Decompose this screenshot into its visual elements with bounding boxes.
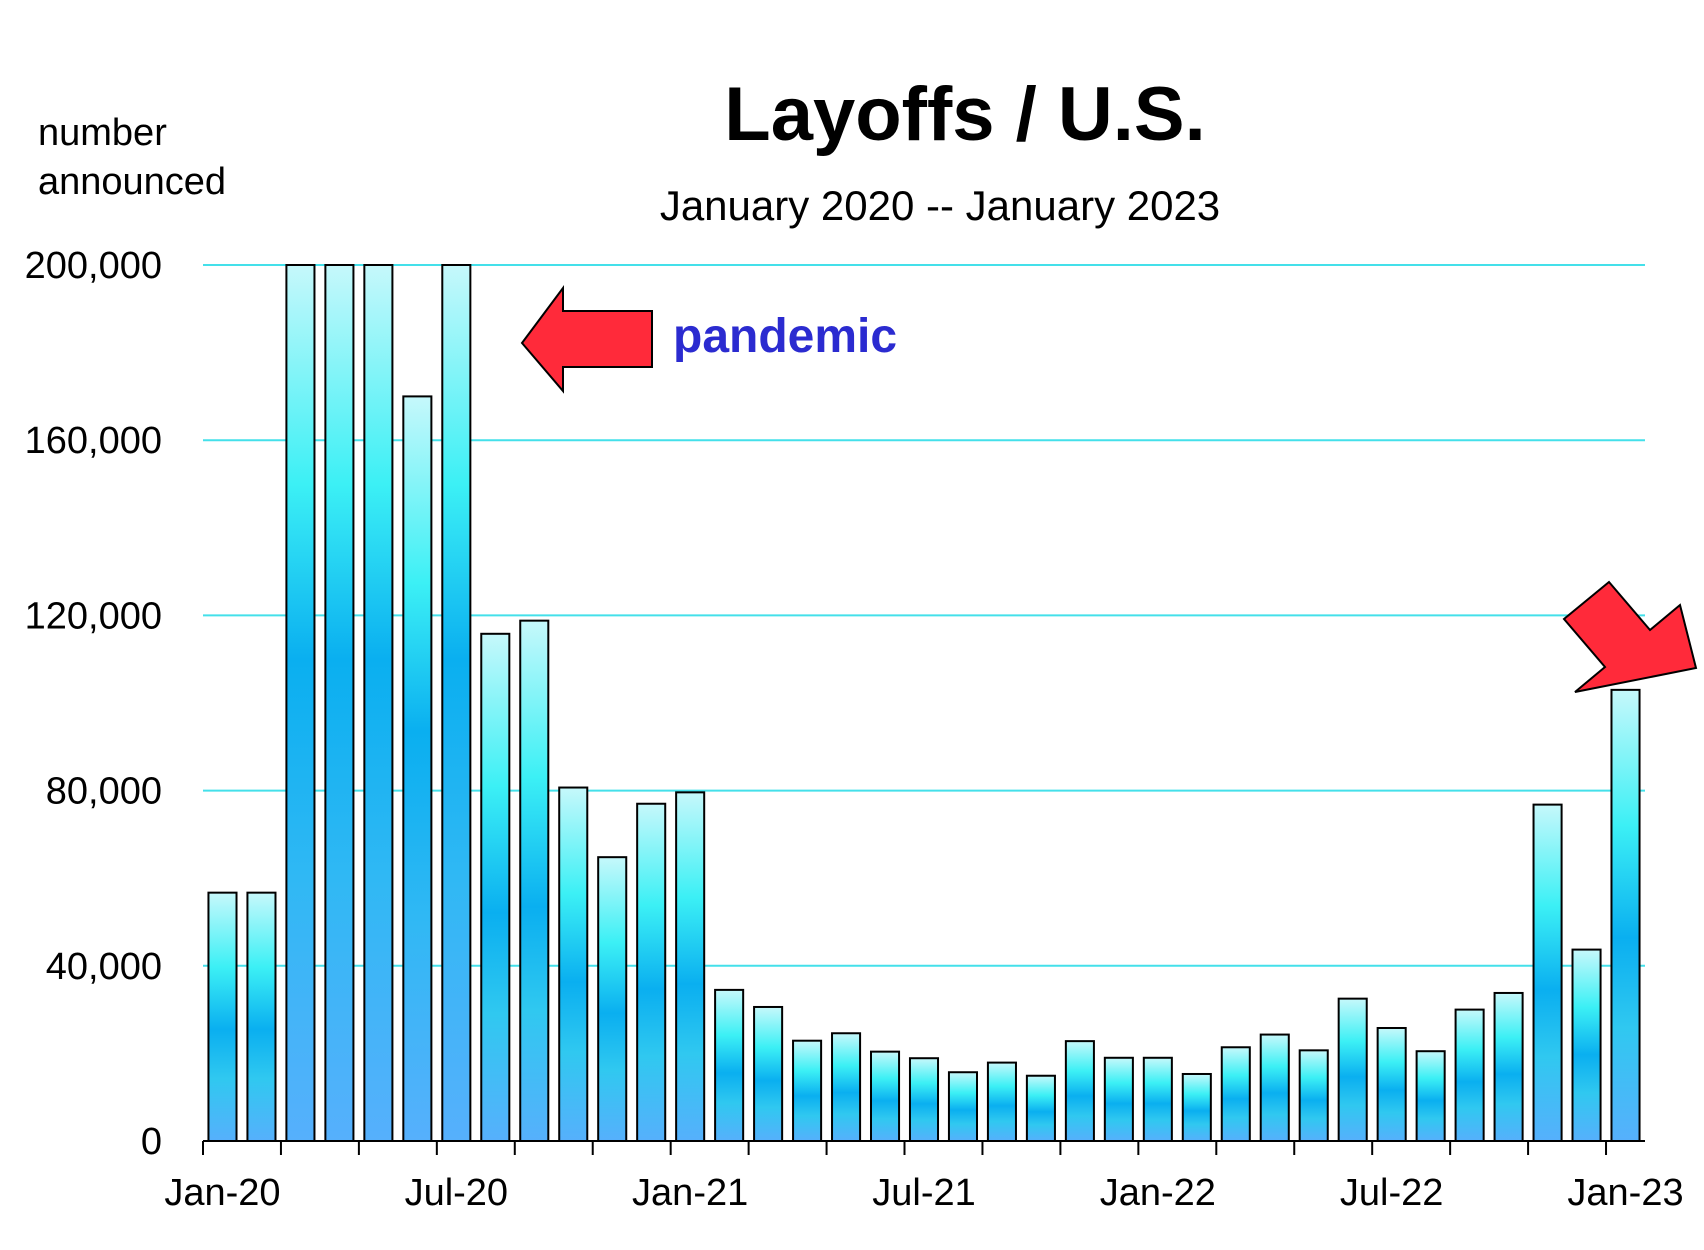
bar-feb-21: [714, 988, 745, 1143]
bar-sep-20: [519, 619, 550, 1142]
bar-jan-21: [675, 791, 706, 1142]
bar-jul-22: [1376, 1026, 1407, 1142]
y-tick-label: 40,000: [46, 946, 162, 988]
x-axis-ticks: Jan-20 Jul-20 Jan-21 Jul-21 Jan-22 Jul-22 Jan-…: [164, 1172, 1683, 1214]
bar-nov-20: [597, 856, 628, 1143]
bar-apr-20: [324, 264, 355, 1142]
y-tick-label: 200,000: [25, 245, 162, 287]
x-tick-label: Jul-22: [1340, 1172, 1444, 1214]
bar-nov-22: [1532, 803, 1563, 1143]
bar-dec-20: [636, 802, 667, 1142]
bar-oct-21: [1025, 1074, 1056, 1143]
bar-may-22: [1298, 1049, 1329, 1142]
jan-23-arrow: [1562, 580, 1698, 693]
chart-subtitle: January 2020 -- January 2023: [660, 182, 1220, 229]
bar-feb-22: [1181, 1072, 1212, 1142]
bar-sep-21: [986, 1061, 1017, 1143]
y-tick-label: 80,000: [46, 771, 162, 813]
bar-may-20: [363, 264, 394, 1142]
y-tick-label: 0: [141, 1121, 162, 1163]
bar-jan-22: [1142, 1056, 1173, 1143]
bar-mar-22: [1220, 1046, 1251, 1142]
y-tick-label: 160,000: [25, 420, 162, 462]
x-tick-label: Jan-20: [164, 1172, 280, 1214]
y-axis-label-line1: number: [38, 112, 167, 154]
bar-apr-22: [1259, 1033, 1290, 1143]
bar-oct-22: [1493, 991, 1524, 1142]
bar-jan-20: [207, 891, 238, 1142]
x-tick-label: Jan-21: [632, 1172, 748, 1214]
pandemic-annotation: pandemic: [673, 310, 897, 363]
bar-jul-20: [441, 264, 472, 1142]
pandemic-arrow: [520, 284, 653, 394]
bars: [207, 264, 1641, 1143]
bar-aug-21: [947, 1071, 979, 1143]
bar-dec-21: [1103, 1056, 1134, 1143]
bar-jun-20: [402, 395, 433, 1142]
bar-nov-21: [1064, 1040, 1095, 1142]
bar-oct-20: [558, 786, 589, 1142]
y-axis-ticks: 0 40,000 80,000 120,000 160,000 200,000: [25, 245, 162, 1163]
x-axis: [202, 1140, 1645, 1155]
bar-mar-21: [753, 1005, 784, 1142]
bar-jun-22: [1337, 997, 1368, 1143]
bar-jun-21: [869, 1050, 901, 1142]
x-tick-label: Jul-20: [405, 1172, 509, 1214]
bar-jul-21: [908, 1057, 940, 1143]
bar-jan-23: [1610, 688, 1641, 1142]
bar-mar-20: [285, 264, 316, 1142]
bar-sep-22: [1454, 1008, 1485, 1142]
bar-dec-22: [1571, 948, 1602, 1142]
x-tick-label: Jul-21: [872, 1172, 976, 1214]
y-tick-label: 120,000: [25, 595, 162, 637]
bar-apr-21: [792, 1039, 823, 1142]
bar-feb-20: [246, 891, 277, 1142]
x-tick-label: Jan-22: [1100, 1172, 1216, 1214]
chart-title: Layoffs / U.S.: [724, 72, 1205, 157]
bar-may-21: [831, 1032, 862, 1142]
bar-aug-20: [480, 632, 511, 1143]
x-tick-label: Jan-23: [1567, 1172, 1683, 1214]
bar-aug-22: [1415, 1050, 1446, 1142]
y-axis-label-line2: announced: [38, 161, 226, 203]
